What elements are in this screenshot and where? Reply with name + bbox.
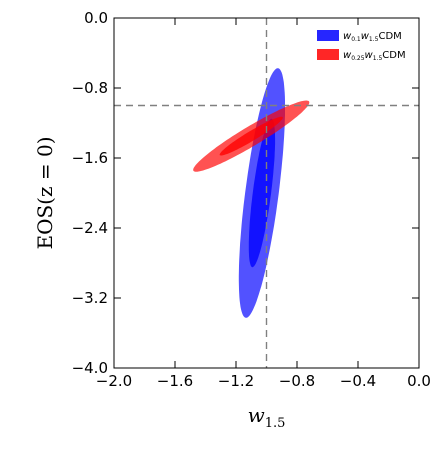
x-tick-label: −0.4 — [340, 372, 376, 390]
legend: w0.1w1.5CDM w0.25w1.5CDM — [317, 30, 406, 62]
x-axis-title-sub: 1.5 — [265, 416, 286, 431]
y-axis-title: EOS(z = 0) — [33, 136, 57, 249]
y-tick-label: −4.0 — [72, 359, 108, 377]
legend-label-series2: w0.25w1.5CDM — [343, 50, 406, 62]
x-tick-label: −1.2 — [218, 372, 254, 390]
y-tick-label: 0.0 — [84, 9, 108, 27]
x-tick-label: 0.0 — [407, 372, 431, 390]
axis-ticks: −2.0 −1.6 −1.2 −0.8 −0.4 0.0 0.0 −0.8 −1.6 −2.4 −3… — [72, 9, 431, 390]
y-tick-label: −1.6 — [72, 149, 108, 167]
plot-frame — [113, 17, 420, 369]
legend-label-series1: w0.1w1.5CDM — [343, 31, 402, 43]
contour-series1-inner — [248, 118, 276, 268]
x-axis-title: w1.5 — [248, 403, 286, 431]
y-tick-label: −0.8 — [72, 79, 108, 97]
x-tick-label: −0.8 — [279, 372, 315, 390]
x-axis-title-main: w — [248, 403, 265, 427]
reference-lines — [114, 18, 419, 368]
legend-swatch-series2 — [317, 49, 339, 60]
y-tick-label: −3.2 — [72, 289, 108, 307]
x-tick-label: −1.6 — [157, 372, 193, 390]
legend-swatch-series1 — [317, 30, 339, 41]
x-tick-label: −2.0 — [96, 372, 132, 390]
y-tick-label: −2.4 — [72, 219, 108, 237]
contour-layer — [193, 68, 310, 318]
